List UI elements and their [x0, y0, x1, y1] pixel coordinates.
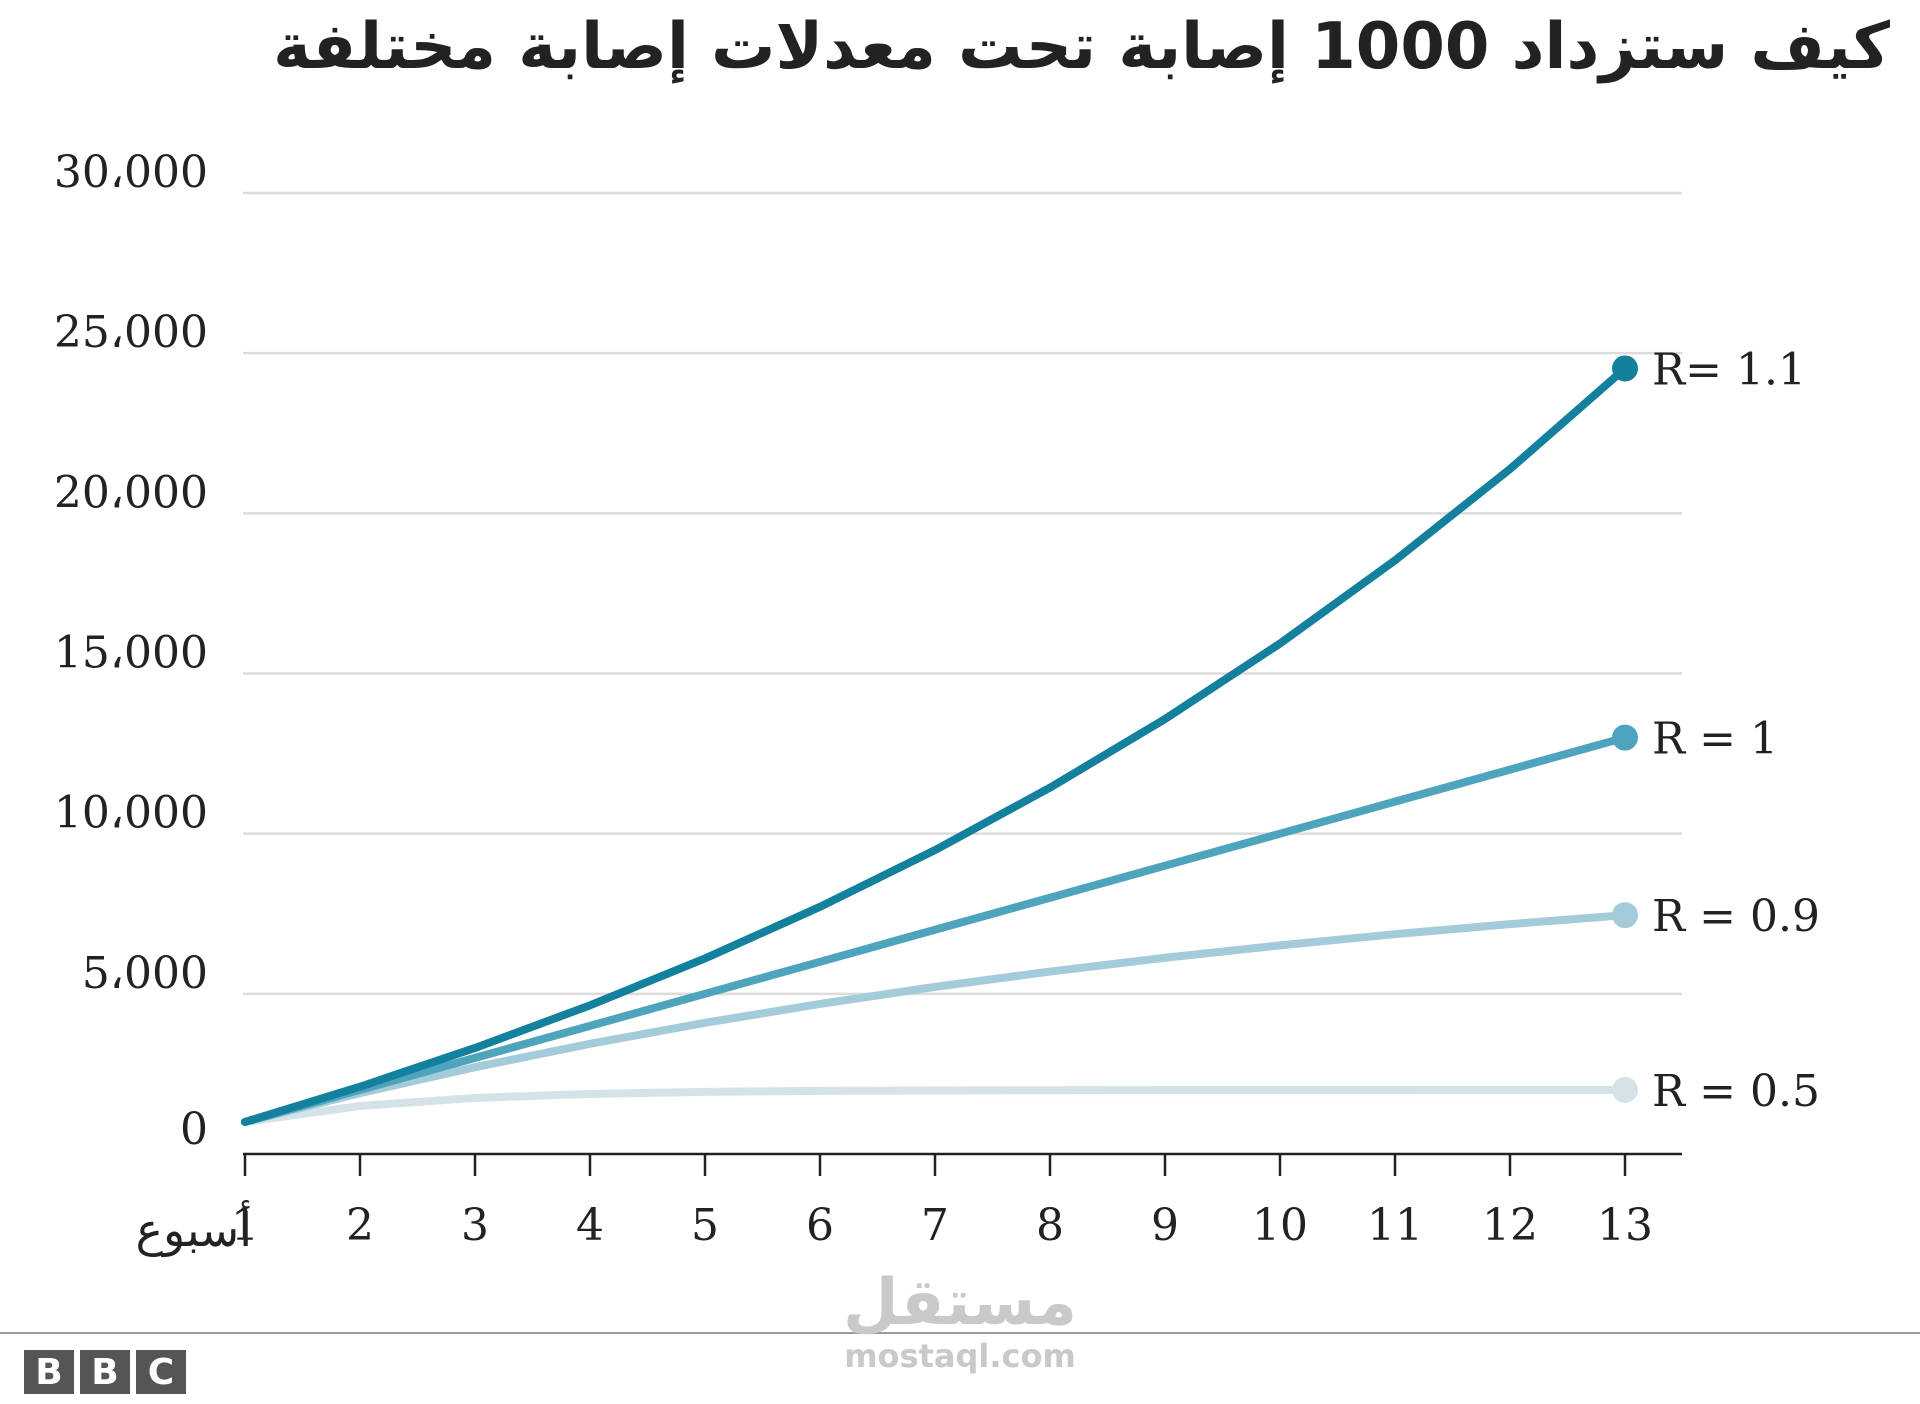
series-label: R = 0.5: [1652, 1066, 1820, 1117]
series-end-marker: [1612, 1076, 1638, 1103]
y-tick-label: 30،000: [54, 147, 208, 198]
x-tick-label: 4: [576, 1200, 604, 1251]
series-end-marker: [1612, 902, 1638, 929]
y-tick-label: 10،000: [54, 788, 208, 839]
x-tick-label: 10: [1252, 1200, 1308, 1251]
x-tick-label: 9: [1151, 1200, 1179, 1251]
series-line: [241, 911, 1629, 1126]
x-tick-label: 8: [1036, 1200, 1064, 1251]
y-tick-label: 25،000: [54, 307, 208, 358]
x-tick-label: 3: [461, 1200, 489, 1251]
series-line: [241, 733, 1629, 1126]
series-lines: [241, 355, 1638, 1126]
logo-letter: B: [24, 1350, 74, 1394]
logo-letter: B: [80, 1350, 130, 1394]
footer-divider: [0, 1332, 1920, 1334]
x-axis-ticks: 1 2 3 4 5 6 7 8 9 10 11 12 13: [231, 1154, 1653, 1251]
logo-letter: C: [136, 1350, 186, 1394]
series-label: R = 0.9: [1652, 891, 1820, 942]
x-tick-label: 6: [806, 1200, 834, 1251]
x-axis-label: أسبوع: [136, 1200, 252, 1258]
bbc-logo: B B C: [24, 1350, 186, 1394]
x-tick-label: 2: [346, 1200, 374, 1251]
x-tick-label: 1: [231, 1200, 259, 1251]
y-tick-label: 0: [180, 1104, 208, 1155]
x-tick-label: 11: [1367, 1200, 1423, 1251]
x-tick-label: 7: [921, 1200, 949, 1251]
x-tick-label: 12: [1482, 1200, 1538, 1251]
y-tick-label: 15،000: [54, 628, 208, 679]
watermark: مستقل mostaql.com: [840, 1268, 1080, 1374]
x-tick-label: 5: [691, 1200, 719, 1251]
y-axis-ticks: 0 5،000 10،000 15،000 20،000 25،000 30،000: [54, 147, 208, 1155]
y-tick-label: 5،000: [82, 948, 208, 999]
series-end-marker: [1612, 355, 1638, 382]
y-tick-label: 20،000: [54, 467, 208, 518]
series-label: R= 1.1: [1652, 344, 1806, 395]
gridlines: [243, 191, 1682, 996]
watermark-arabic: مستقل: [842, 1266, 1078, 1340]
chart-title: كيف ستزداد 1000 إصابة تحت معدلات إصابة م…: [273, 10, 1890, 84]
series-label: R = 1: [1652, 714, 1778, 765]
series-line: [241, 1085, 1629, 1126]
series-labels: R = 0.5 R = 0.9 R = 1 R= 1.1: [1652, 344, 1820, 1116]
series-end-marker: [1612, 724, 1638, 751]
series-line: [241, 364, 1629, 1126]
watermark-url: mostaql.com: [844, 1337, 1076, 1375]
x-tick-label: 13: [1597, 1200, 1653, 1251]
